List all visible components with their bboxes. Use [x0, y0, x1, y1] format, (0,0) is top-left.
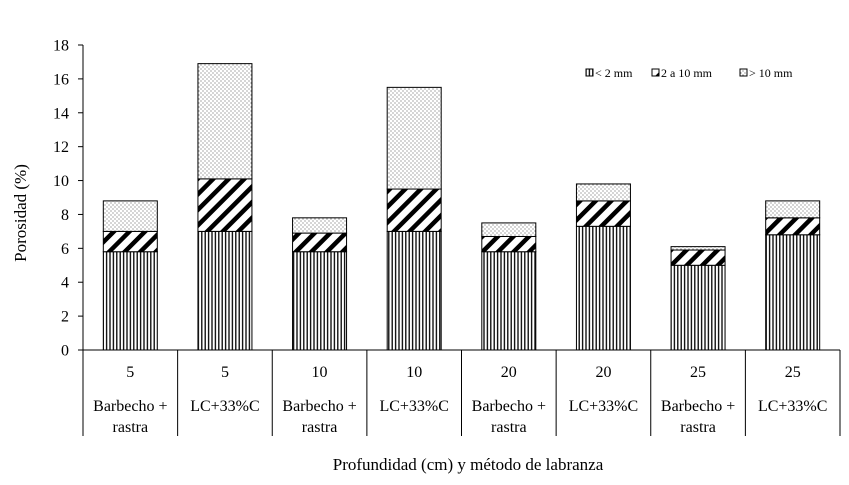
bars-group	[102, 63, 821, 351]
bar-segment-diagonal	[197, 178, 253, 232]
category-method-label: rastra	[302, 419, 338, 436]
bar-segment-diagonal	[575, 200, 631, 227]
bar-segment-diagonal	[386, 188, 442, 232]
category-method-label: Barbecho +	[282, 398, 356, 415]
bar-segment-diagonal	[670, 249, 726, 266]
y-tick-label: 14	[53, 105, 69, 122]
bar-segment-diagonal	[765, 217, 821, 236]
category-method-label: Barbecho +	[661, 398, 735, 415]
bar-segment-dotted	[481, 222, 537, 237]
y-tick-label: 16	[53, 71, 69, 88]
category-depth-label: 10	[312, 364, 328, 381]
y-axis-title: Porosidad (%)	[11, 164, 30, 262]
category-method-label: rastra	[113, 419, 149, 436]
y-tick-label: 6	[61, 241, 69, 258]
category-method-label: Barbecho +	[93, 398, 167, 415]
category-depth-label: 25	[785, 364, 801, 381]
bar-segment-vertical	[670, 264, 726, 351]
category-method-label: LC+33%C	[758, 398, 827, 415]
legend-label: 2 a 10 mm	[661, 66, 713, 80]
legend-swatch-dotted	[739, 68, 748, 77]
bar-segment-vertical	[197, 230, 253, 351]
y-tick-label: 10	[53, 173, 69, 190]
bar-segment-dotted	[292, 217, 348, 234]
bar-segment-diagonal	[481, 235, 537, 253]
x-axis-title: Profundidad (cm) y método de labranza	[333, 455, 604, 474]
legend: < 2 mm 2 a 10 mm > 10 mm	[585, 66, 793, 80]
y-tick-label: 12	[53, 139, 69, 156]
bar-segment-dotted	[670, 246, 726, 251]
category-method-label: LC+33%C	[190, 398, 259, 415]
bar-segment-dotted	[102, 200, 158, 232]
y-tick-label: 2	[61, 309, 69, 326]
bar-segment-dotted	[386, 86, 442, 190]
category-depth-label: 5	[126, 364, 134, 381]
category-depth-label: 20	[501, 364, 517, 381]
bar-segment-vertical	[102, 251, 158, 351]
y-tick-label: 0	[61, 343, 69, 360]
y-axis-ticks: 0 2 4 6 8 10 12 14 16 18	[53, 38, 83, 360]
category-depth-label: 5	[221, 364, 229, 381]
y-tick-label: 8	[61, 207, 69, 224]
legend-swatch-vertical	[585, 68, 594, 77]
category-method-label: rastra	[491, 419, 527, 436]
y-tick-label: 18	[53, 38, 69, 55]
category-depth-label: 20	[595, 364, 611, 381]
bar-segment-vertical	[481, 251, 537, 351]
bar-segment-vertical	[575, 225, 631, 351]
category-method-label: Barbecho +	[472, 398, 546, 415]
bar-segment-dotted	[575, 183, 631, 202]
legend-label: < 2 mm	[595, 66, 633, 80]
bar-segment-dotted	[765, 200, 821, 219]
legend-swatch-diagonal	[651, 68, 660, 77]
category-depth-label: 25	[690, 364, 706, 381]
category-depth-label: 10	[406, 364, 422, 381]
y-tick-label: 4	[61, 275, 69, 292]
category-method-label: rastra	[680, 419, 716, 436]
bar-segment-dotted	[197, 63, 253, 180]
bar-segment-vertical	[292, 251, 348, 351]
category-table: 5 Barbecho + rastra 5 LC+33%C 10 Barbecho + ras…	[82, 350, 841, 436]
category-method-label: LC+33%C	[379, 398, 448, 415]
bar-segment-diagonal	[102, 230, 158, 253]
legend-label: > 10 mm	[749, 66, 793, 80]
bar-segment-diagonal	[292, 232, 348, 253]
bar-segment-vertical	[765, 234, 821, 351]
bar-segment-vertical	[386, 230, 442, 351]
category-method-label: LC+33%C	[569, 398, 638, 415]
